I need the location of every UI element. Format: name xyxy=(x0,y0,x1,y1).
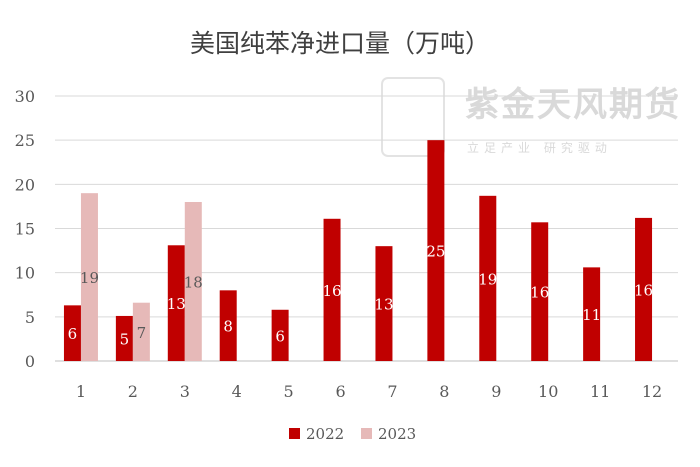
x-tick-label: 5 xyxy=(284,382,294,401)
bar-2022-4 xyxy=(219,290,237,361)
chart-title: 美国纯苯净进口量（万吨） xyxy=(190,29,490,58)
legend-swatch-2022 xyxy=(289,428,300,439)
data-label-2023-3: 18 xyxy=(184,274,203,292)
bar-2022-7 xyxy=(375,246,393,361)
data-label-2022-10: 16 xyxy=(530,284,549,302)
y-tick-label: 20 xyxy=(15,175,35,194)
watermark-slogan: 立足产业 研究驱动 xyxy=(467,140,612,155)
data-labels: 6 19 5 7 13 18 8 6 16 13 25 19 16 11 16 xyxy=(68,243,653,349)
bar-2023-3 xyxy=(184,202,202,361)
y-tick-label: 10 xyxy=(15,264,35,283)
y-axis: 0 5 10 15 20 25 30 xyxy=(15,87,35,371)
x-tick-label: 9 xyxy=(491,382,501,401)
x-tick-label: 10 xyxy=(538,382,558,401)
bar-2022-5 xyxy=(271,309,289,361)
y-tick-label: 15 xyxy=(15,220,35,239)
y-tick-label: 30 xyxy=(15,87,35,106)
data-label-2022-7: 13 xyxy=(374,296,393,314)
watermark-company-name: 紫金天风期货 xyxy=(465,85,681,125)
data-label-2022-5: 6 xyxy=(275,327,285,345)
y-tick-label: 0 xyxy=(25,352,35,371)
data-label-2022-9: 19 xyxy=(478,270,497,288)
bar-2022-1 xyxy=(63,305,81,361)
data-label-2022-11: 11 xyxy=(582,306,601,324)
legend-label-2023: 2023 xyxy=(378,425,416,443)
y-tick-label: 25 xyxy=(15,131,35,150)
data-label-2022-2: 5 xyxy=(120,330,130,348)
data-label-2022-1: 6 xyxy=(68,325,78,343)
x-tick-label: 2 xyxy=(128,382,138,401)
bar-2022-11 xyxy=(583,267,601,361)
bar-2022-9 xyxy=(479,195,497,361)
y-tick-label: 5 xyxy=(25,308,35,327)
gridlines xyxy=(55,95,678,362)
bar-2022-10 xyxy=(531,222,549,361)
watermark: 紫金天风期货 立足产业 研究驱动 xyxy=(381,77,681,157)
x-tick-label: 6 xyxy=(335,382,345,401)
x-tick-label: 1 xyxy=(76,382,86,401)
bar-2022-12 xyxy=(635,217,653,361)
bar-2022-3 xyxy=(167,245,185,361)
x-tick-label: 12 xyxy=(642,382,662,401)
x-tick-label: 3 xyxy=(180,382,190,401)
x-axis: 1 2 3 4 5 6 7 8 9 10 11 12 xyxy=(76,382,662,401)
data-label-2022-4: 8 xyxy=(223,318,233,336)
bar-2022-2 xyxy=(115,315,133,361)
bar-2022-8 xyxy=(427,140,445,361)
watermark-logo xyxy=(381,77,445,157)
data-label-2022-8: 25 xyxy=(426,243,445,261)
legend-label-2022: 2022 xyxy=(306,425,344,443)
legend: 2022 2023 xyxy=(289,425,416,443)
bar-2023-2 xyxy=(132,302,150,361)
data-label-2023-2: 7 xyxy=(137,324,147,342)
data-label-2022-12: 16 xyxy=(634,281,653,299)
x-tick-label: 4 xyxy=(232,382,242,401)
x-tick-label: 8 xyxy=(439,382,449,401)
data-label-2023-1: 19 xyxy=(80,269,99,287)
x-tick-label: 7 xyxy=(387,382,397,401)
bar-2023-1 xyxy=(80,193,98,361)
legend-swatch-2023 xyxy=(361,428,372,439)
data-label-2022-6: 16 xyxy=(322,282,341,300)
bars xyxy=(63,140,653,361)
data-label-2022-3: 13 xyxy=(167,295,186,313)
bar-2022-6 xyxy=(323,218,341,361)
x-tick-label: 11 xyxy=(590,382,610,401)
